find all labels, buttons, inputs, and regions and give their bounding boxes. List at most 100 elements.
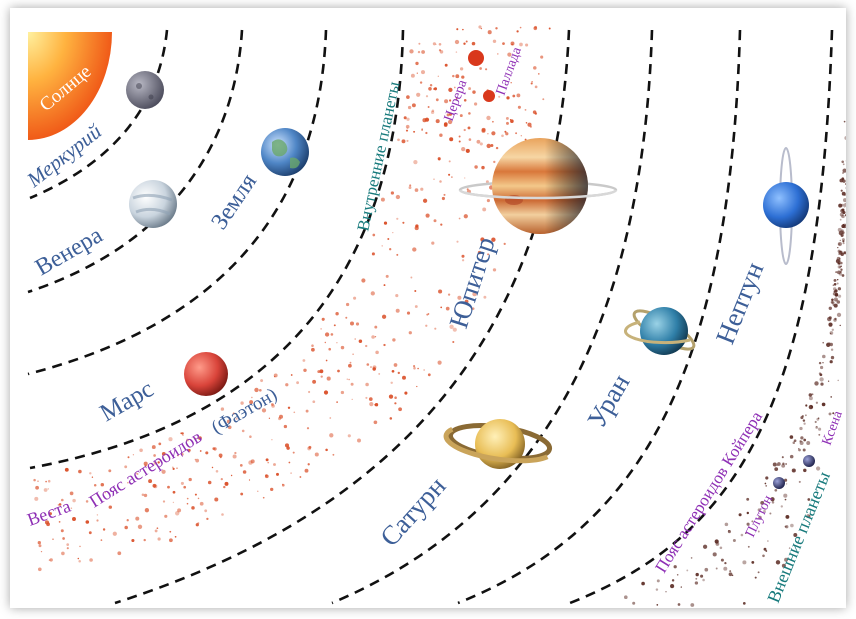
belt-particle: [96, 519, 99, 522]
belt-particle: [505, 132, 509, 136]
belt-particle: [456, 240, 459, 243]
belt-particle: [439, 50, 444, 54]
belt-particle: [800, 416, 804, 420]
belt-particle: [830, 396, 833, 398]
belt-particle: [136, 473, 139, 475]
belt-particle: [519, 42, 523, 47]
belt-particle: [723, 566, 728, 571]
belt-particle: [772, 462, 777, 467]
belt-particle: [838, 253, 840, 256]
belt-particle: [406, 95, 410, 99]
belt-particle: [127, 482, 129, 484]
belt-particle: [464, 177, 466, 179]
belt-particle: [438, 42, 442, 46]
earth-icon: [261, 128, 309, 176]
belt-particle: [370, 291, 375, 296]
belt-particle: [712, 552, 717, 557]
belt-particle: [416, 385, 418, 388]
belt-particle: [368, 397, 373, 401]
belt-particle: [302, 359, 306, 362]
belt-particle: [724, 561, 727, 565]
belt-particle: [397, 138, 400, 142]
belt-particle: [506, 96, 510, 100]
belt-particle: [393, 363, 398, 367]
belt-particle: [108, 469, 112, 473]
belt-particle: [124, 525, 128, 530]
belt-particle: [765, 476, 769, 480]
belt-particle: [422, 118, 427, 123]
belt-particle: [827, 380, 830, 382]
belt-particle: [175, 511, 180, 516]
belt-particle: [425, 131, 428, 135]
belt-particle: [448, 87, 453, 93]
belt-particle: [486, 199, 490, 203]
pluto-icon: [773, 477, 785, 489]
belt-particle: [840, 262, 843, 264]
pallas-label: Паллада: [494, 45, 525, 98]
belt-particle: [220, 407, 225, 411]
belt-particle: [481, 127, 486, 132]
belt-particle: [462, 28, 464, 31]
belt-particle: [842, 242, 845, 245]
belt-particle: [250, 459, 255, 464]
belt-particle: [425, 213, 430, 218]
saturn-label: Сатурн: [374, 471, 451, 552]
belt-particle: [421, 50, 425, 54]
belt-particle: [152, 483, 157, 488]
belt-particle: [257, 490, 259, 492]
belt-particle: [220, 477, 223, 481]
belt-particle: [843, 193, 847, 197]
belt-particle: [169, 530, 172, 533]
belt-particle: [439, 133, 443, 137]
belt-particle: [834, 317, 837, 321]
belt-particle: [144, 464, 147, 467]
belt-particle: [40, 550, 43, 553]
belt-particle: [346, 378, 348, 380]
belt-particle: [501, 134, 504, 138]
belt-particle: [72, 498, 76, 503]
belt-particle: [738, 513, 742, 517]
belt-particle: [58, 503, 62, 506]
pallas-icon: [483, 90, 495, 102]
belt-particle: [276, 472, 279, 476]
belt-particle: [410, 276, 413, 279]
belt-particle: [465, 40, 468, 43]
belt-particle: [406, 139, 409, 142]
belt-particle: [273, 463, 276, 466]
belt-particle: [324, 332, 330, 337]
belt-particle: [641, 581, 645, 586]
belt-particle: [765, 550, 768, 552]
belt-particle: [373, 420, 378, 425]
belt-particle: [463, 214, 468, 219]
belt-particle: [406, 117, 410, 121]
belt-particle: [355, 322, 360, 326]
venus-label: Венера: [31, 222, 107, 281]
belt-particle: [742, 560, 747, 565]
belt-particle: [429, 84, 433, 87]
belt-particle: [352, 353, 354, 355]
belt-particle: [148, 479, 153, 484]
belt-particle: [161, 452, 166, 456]
belt-particle: [832, 284, 834, 286]
belt-particle: [58, 521, 61, 523]
belt-particle: [328, 347, 332, 351]
belt-particle: [49, 512, 52, 516]
belt-particle: [154, 529, 158, 533]
belt-particle: [491, 131, 496, 136]
belt-particle: [818, 433, 821, 436]
belt-particle: [511, 43, 513, 46]
belt-particle: [131, 538, 135, 543]
belt-particle: [284, 443, 290, 448]
belt-particle: [187, 448, 191, 452]
belt-particle: [435, 119, 440, 124]
belt-particle: [251, 396, 253, 399]
belt-particle: [135, 472, 138, 475]
belt-particle: [455, 98, 458, 100]
belt-particle: [760, 500, 765, 505]
belt-particle: [656, 579, 660, 583]
belt-particle: [732, 539, 736, 542]
belt-particle: [524, 108, 527, 111]
belt-particle: [793, 439, 797, 443]
belt-particle: [799, 441, 804, 445]
belt-particle: [503, 242, 506, 246]
